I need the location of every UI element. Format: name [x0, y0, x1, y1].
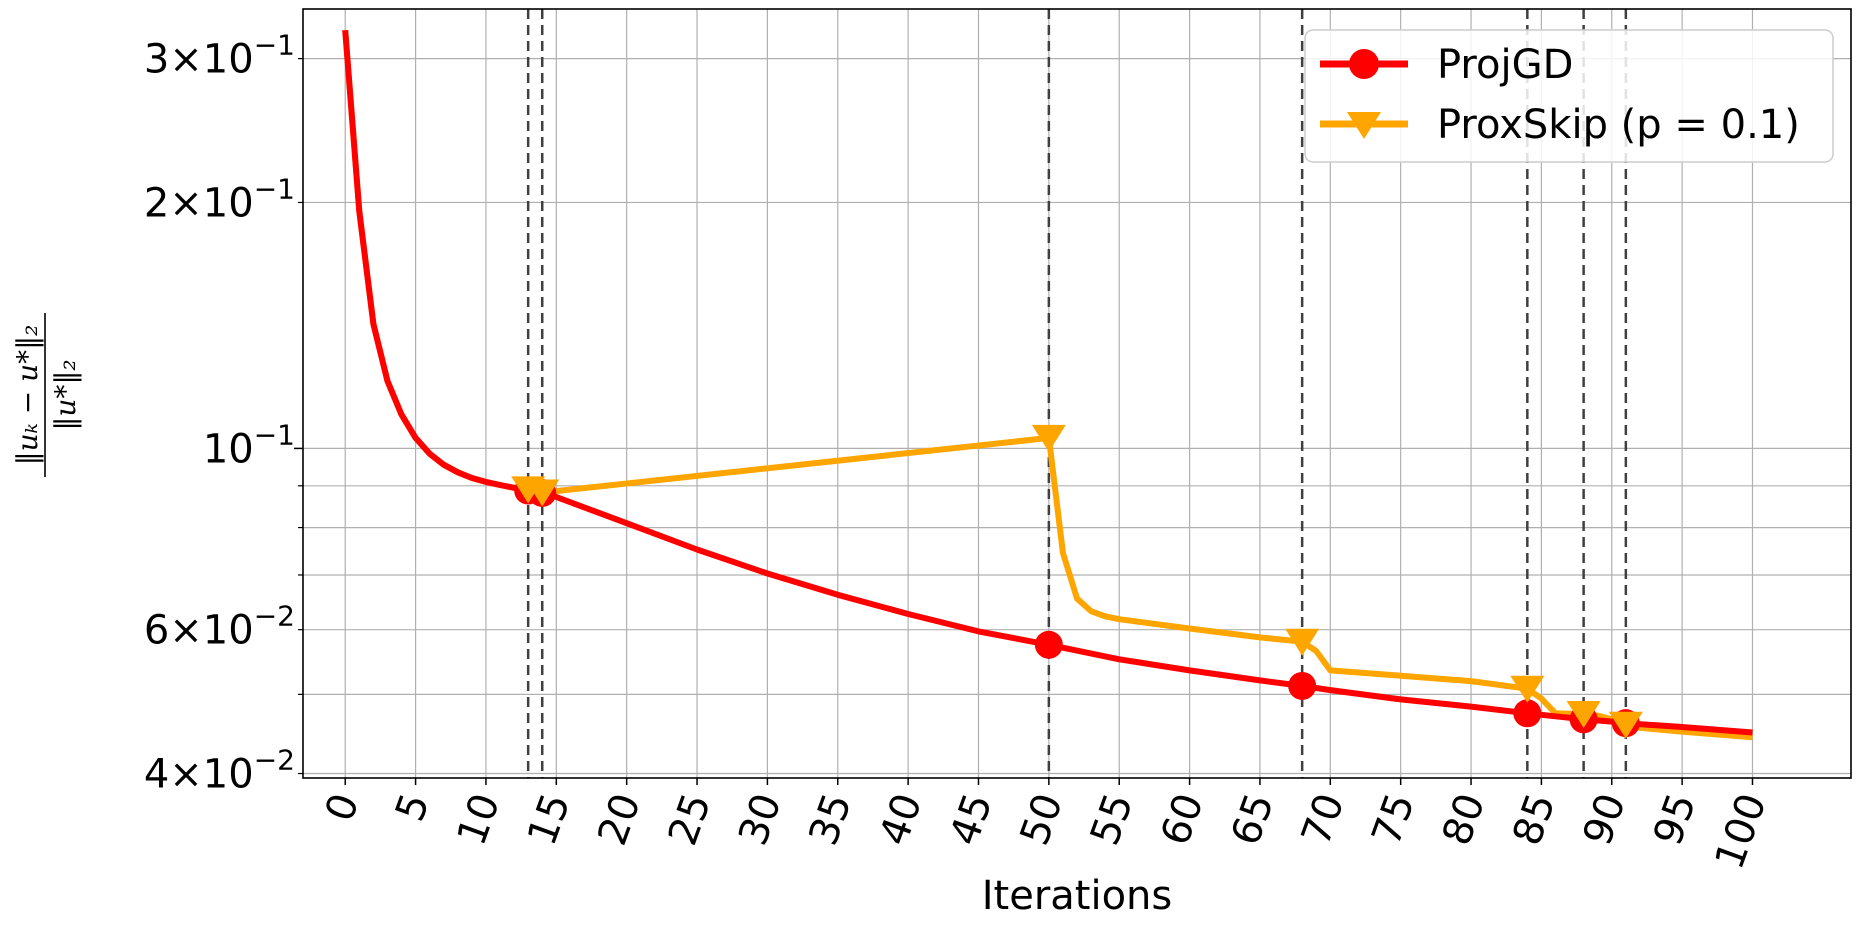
x-tick-label: 45	[941, 788, 1002, 852]
x-tick-label: 55	[1082, 788, 1143, 852]
x-tick-label: 70	[1293, 788, 1354, 852]
legend-label-projgd: ProjGD	[1437, 42, 1573, 88]
x-tick-label: 80	[1434, 788, 1495, 852]
x-tick-label: 5	[387, 788, 439, 828]
marker-proxskip	[1608, 711, 1643, 739]
plot-frame	[302, 8, 1852, 779]
marker-proxskip	[1566, 701, 1601, 729]
series-layer	[342, 29, 1753, 741]
marker-proxskip	[525, 479, 560, 507]
marker-proxskip	[1031, 424, 1066, 452]
x-tick-label: 15	[519, 788, 580, 852]
y-tick-label: 3×10−1	[144, 29, 295, 83]
legend-marker-proxskip	[1347, 112, 1381, 139]
y-tick-label: 6×10−2	[144, 600, 295, 654]
x-tick-label: 40	[871, 788, 932, 852]
y-tick-label: 4×10−2	[144, 744, 295, 798]
marker-proxskip	[1510, 675, 1545, 703]
y-tick-label: 2×10−1	[144, 172, 295, 226]
y-axis-title-numerator: ‖uₖ − u*‖₂	[11, 325, 44, 466]
x-tick-label: 100	[1707, 788, 1776, 875]
x-axis-title: Iterations	[982, 873, 1173, 919]
legend: ProjGD ProxSkip (p = 0.1)	[1304, 29, 1834, 163]
y-axis-title-denominator: ‖u*‖₂	[49, 359, 82, 430]
x-tick-label: 75	[1363, 788, 1424, 852]
x-tick-label: 10	[449, 788, 510, 852]
x-tick-label: 95	[1645, 788, 1706, 852]
x-tick-label: 50	[1012, 788, 1073, 852]
legend-marker-projgd	[1349, 49, 1379, 79]
x-tick-label: 35	[801, 788, 862, 852]
x-tick-label: 60	[1152, 788, 1213, 852]
marker-projgd	[1288, 671, 1317, 700]
marker-projgd	[1513, 699, 1542, 728]
legend-label-proxskip: ProxSkip (p = 0.1)	[1437, 102, 1800, 148]
x-tick-label: 20	[589, 788, 650, 852]
x-tick-label: 0	[317, 788, 369, 828]
grid-layer	[303, 9, 1851, 778]
x-tick-label: 25	[660, 788, 721, 852]
vertical-marker-lines	[526, 9, 1628, 778]
x-tick-label: 85	[1504, 788, 1565, 852]
y-tick-label: 10−1	[203, 418, 295, 472]
x-tick-label: 30	[730, 788, 791, 852]
x-tick-label: 90	[1575, 788, 1636, 852]
marker-projgd	[1034, 630, 1063, 659]
marker-proxskip	[1285, 628, 1320, 656]
y-axis-title: ‖uₖ − u*‖₂ ‖u*‖₂	[11, 313, 82, 477]
x-tick-label: 65	[1223, 788, 1284, 852]
legend-box	[1304, 29, 1834, 163]
